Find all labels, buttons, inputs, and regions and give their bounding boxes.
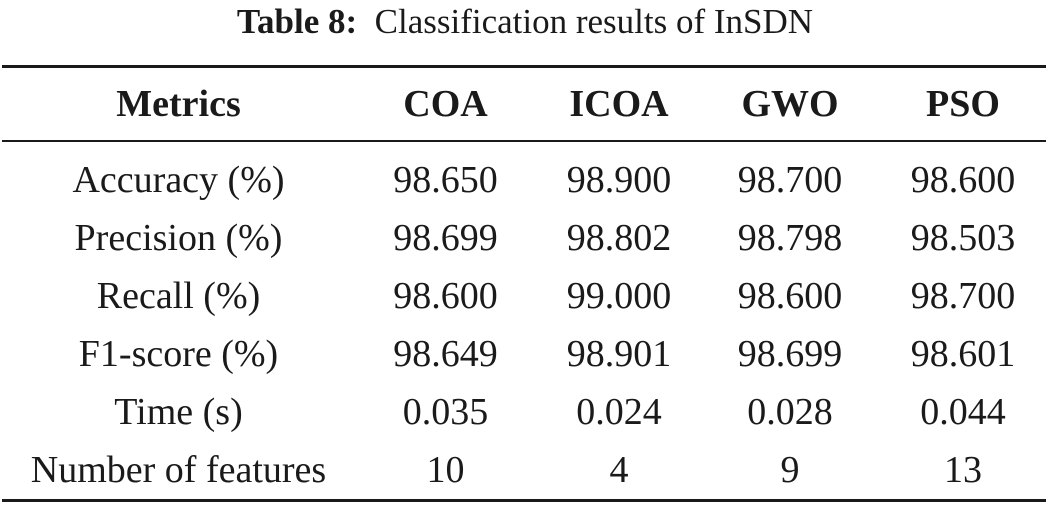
table-cell: 98.600 — [737, 275, 843, 317]
table-cell: 4 — [609, 449, 629, 491]
table-row: Time (s) 0.035 0.024 0.028 0.044 — [0, 383, 1050, 441]
row-label: Precision (%) — [74, 217, 283, 259]
table-cell: 98.503 — [910, 217, 1016, 259]
table-cell: 98.802 — [566, 217, 672, 259]
header-cell: ICOA — [569, 83, 669, 125]
header-cell: Metrics — [116, 83, 241, 125]
bottom-rule — [2, 499, 1046, 502]
header-row: Metrics COA ICOA GWO PSO — [0, 72, 1050, 136]
header-rule — [2, 140, 1046, 142]
row-label: Recall (%) — [96, 275, 261, 317]
header-cell: GWO — [741, 83, 839, 125]
table-cell: 10 — [426, 449, 465, 491]
row-label: Accuracy (%) — [72, 159, 285, 201]
table-cell: 98.798 — [737, 217, 843, 259]
table-cell: 0.024 — [576, 391, 662, 433]
table-cell: 98.700 — [737, 159, 843, 201]
table-cell: 98.700 — [910, 275, 1016, 317]
table-header: Metrics COA ICOA GWO PSO — [0, 72, 1050, 136]
table-cell: 13 — [944, 449, 982, 491]
table-cell: 98.649 — [393, 333, 498, 375]
table-body: Accuracy (%) 98.650 98.900 98.700 98.600… — [0, 151, 1050, 499]
table-cell: 98.699 — [737, 333, 843, 375]
table-cell: 9 — [780, 449, 800, 491]
table-caption: Table 8: Classification results of InSDN — [0, 0, 1050, 44]
table-cell: 0.044 — [920, 391, 1006, 433]
table-cell: 98.699 — [393, 217, 498, 259]
table-row: Number of features 10 4 9 13 — [0, 441, 1050, 499]
row-label: F1-score (%) — [78, 333, 279, 375]
header-cell: PSO — [926, 83, 1000, 125]
header-cell: COA — [403, 83, 488, 125]
table-cell: 0.035 — [402, 391, 489, 433]
table-cell: 98.901 — [566, 333, 672, 375]
table-row: Accuracy (%) 98.650 98.900 98.700 98.600 — [0, 151, 1050, 209]
caption-text: Classification results of InSDN — [374, 2, 814, 41]
table-cell: 98.601 — [910, 333, 1016, 375]
caption-label: Table 8: — [236, 2, 358, 41]
table-cell: 99.000 — [566, 275, 672, 317]
table-row: F1-score (%) 98.649 98.901 98.699 98.601 — [0, 325, 1050, 383]
table-cell: 98.650 — [393, 159, 498, 201]
row-label: Time (s) — [114, 391, 243, 433]
table-cell: 98.900 — [566, 159, 672, 201]
row-label: Number of features — [30, 449, 327, 491]
table-cell: 98.600 — [910, 159, 1016, 201]
top-rule — [2, 65, 1046, 68]
table-cell: 98.600 — [393, 275, 498, 317]
table-cell: 0.028 — [747, 391, 833, 433]
table-row: Recall (%) 98.600 99.000 98.600 98.700 — [0, 267, 1050, 325]
table-row: Precision (%) 98.699 98.802 98.798 98.50… — [0, 209, 1050, 267]
